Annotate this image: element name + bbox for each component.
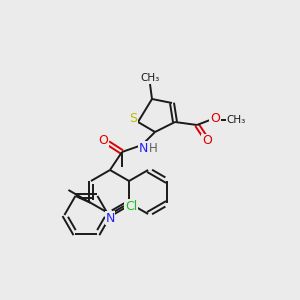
Text: CH₃: CH₃ bbox=[226, 115, 246, 125]
Text: S: S bbox=[129, 112, 137, 125]
Text: N: N bbox=[138, 142, 148, 154]
Text: CH₃: CH₃ bbox=[140, 73, 160, 83]
Text: H: H bbox=[148, 142, 158, 154]
Text: O: O bbox=[202, 134, 212, 148]
Text: Cl: Cl bbox=[125, 200, 137, 212]
Text: O: O bbox=[210, 112, 220, 125]
Text: O: O bbox=[98, 134, 108, 148]
Text: N: N bbox=[105, 212, 115, 224]
